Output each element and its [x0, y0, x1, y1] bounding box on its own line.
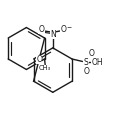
Text: OH: OH: [91, 58, 103, 66]
Text: O: O: [39, 25, 44, 34]
Text: O: O: [89, 49, 95, 58]
Text: O: O: [84, 67, 90, 76]
Text: N: N: [50, 30, 56, 39]
Text: −: −: [66, 24, 71, 29]
Text: CH₃: CH₃: [39, 65, 51, 71]
Text: O: O: [61, 25, 66, 34]
Text: O: O: [36, 55, 42, 64]
Text: S: S: [83, 58, 88, 66]
